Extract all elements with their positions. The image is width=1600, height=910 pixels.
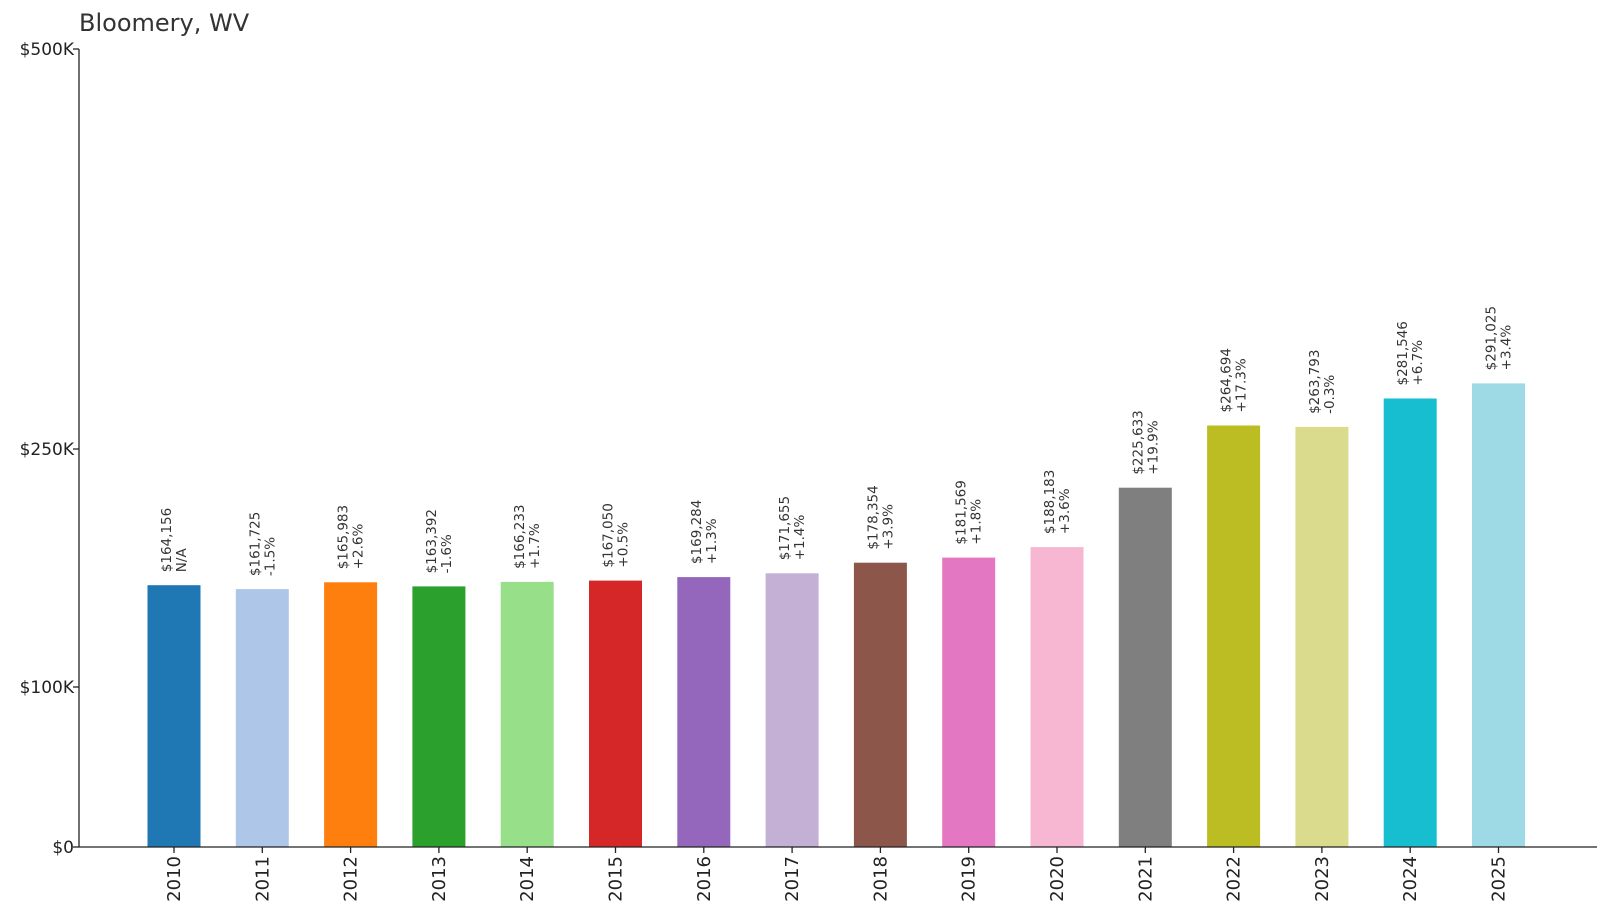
- x-tick-label: 2016: [694, 856, 715, 902]
- x-tick-label: 2024: [1400, 856, 1421, 902]
- data-label: $264,694+17.3%: [1219, 348, 1250, 412]
- data-label-value: $188,183: [1042, 470, 1058, 534]
- data-label: $165,983+2.6%: [336, 505, 367, 569]
- y-tick-label: $100K: [20, 678, 75, 698]
- data-label-change: -0.3%: [1322, 375, 1338, 414]
- x-tick-label: 2017: [782, 856, 803, 902]
- x-tick-label: 2012: [341, 856, 362, 902]
- x-tick-label: 2014: [517, 856, 538, 902]
- data-label: $169,284+1.3%: [689, 500, 720, 564]
- x-tick-label: 2010: [164, 856, 185, 902]
- data-label: $188,183+3.6%: [1042, 470, 1073, 534]
- data-label: $163,392-1.6%: [424, 509, 455, 573]
- data-label-change: +2.6%: [351, 524, 367, 570]
- data-label-value: $171,655: [777, 496, 793, 560]
- x-tick-label: 2021: [1135, 856, 1156, 902]
- bar: [500, 581, 554, 847]
- bar: [235, 589, 289, 847]
- data-label: $225,633+19.9%: [1130, 410, 1161, 474]
- bar: [1030, 547, 1084, 847]
- x-tick-label: 2011: [252, 856, 273, 902]
- x-tick-label: 2023: [1312, 856, 1333, 902]
- data-label: $181,569+1.8%: [954, 480, 985, 544]
- bar: [853, 562, 907, 847]
- data-label: $171,655+1.4%: [777, 496, 808, 560]
- bar: [324, 582, 378, 847]
- data-label-value: $264,694: [1219, 348, 1235, 412]
- data-label-change: N/A: [174, 548, 190, 573]
- data-label: $263,793-0.3%: [1307, 350, 1338, 414]
- x-tick-label: 2019: [959, 856, 980, 902]
- data-label-value: $165,983: [336, 505, 352, 569]
- bar: [1383, 398, 1437, 847]
- bar: [1295, 426, 1349, 847]
- bar: [1207, 425, 1261, 847]
- data-label-change: +1.3%: [704, 518, 720, 564]
- y-axis: $0 $100K $250K $500K: [20, 40, 80, 858]
- bar: [412, 586, 466, 847]
- y-tick-label: $250K: [20, 440, 75, 460]
- data-label-change: +17.3%: [1234, 358, 1250, 412]
- data-label-change: -1.6%: [439, 534, 455, 573]
- bar: [677, 577, 731, 847]
- data-label-change: +6.7%: [1410, 340, 1426, 386]
- data-label-change: +1.4%: [792, 515, 808, 561]
- x-tick-label: 2013: [429, 856, 450, 902]
- bar: [147, 585, 201, 847]
- x-tick-label: 2020: [1047, 856, 1068, 902]
- data-label-value: $263,793: [1307, 350, 1323, 414]
- data-label: $178,354+3.9%: [865, 485, 896, 549]
- bars-group: [147, 383, 1525, 847]
- x-tick-label: 2015: [606, 856, 627, 902]
- y-tick-label: $500K: [20, 40, 75, 60]
- data-label-change: -1.5%: [262, 537, 278, 576]
- data-label-value: $166,233: [512, 504, 528, 568]
- data-label: $281,546+6.7%: [1395, 321, 1426, 385]
- bar: [1472, 383, 1525, 847]
- bar: [942, 557, 996, 847]
- data-label-value: $161,725: [247, 512, 263, 576]
- bar: [765, 573, 819, 847]
- data-label: $164,156N/A: [159, 508, 190, 572]
- data-label-change: +3.4%: [1499, 325, 1515, 371]
- data-labels-group: $164,156N/A $161,725-1.5% $165,983+2.6% $16…: [159, 306, 1515, 576]
- data-label-value: $281,546: [1395, 321, 1411, 385]
- data-label-change: +0.5%: [616, 522, 632, 568]
- data-label-value: $178,354: [865, 485, 881, 549]
- x-tick-label: 2018: [870, 856, 891, 902]
- bar: [589, 580, 642, 847]
- data-label-value: $169,284: [689, 500, 705, 564]
- bar: [1118, 487, 1172, 847]
- chart-title: Bloomery, WV: [79, 9, 250, 37]
- data-label-change: +1.7%: [527, 523, 543, 569]
- data-label-value: $291,025: [1484, 306, 1500, 370]
- data-label-value: $164,156: [159, 508, 175, 572]
- data-label: $167,050+0.5%: [601, 503, 632, 567]
- data-label-value: $167,050: [601, 503, 617, 567]
- x-tick-label: 2025: [1489, 856, 1510, 902]
- data-label: $291,025+3.4%: [1484, 306, 1515, 370]
- data-label-change: +3.6%: [1057, 488, 1073, 534]
- data-label-value: $225,633: [1130, 410, 1146, 474]
- data-label-value: $181,569: [954, 480, 970, 544]
- y-tick-label: $0: [52, 838, 74, 858]
- data-label-change: +19.9%: [1145, 420, 1161, 474]
- x-tick-label: 2022: [1224, 856, 1245, 902]
- x-axis: 2010 2011 2012 2013 2014 2015 2016 2017 2018 2019…: [79, 846, 1597, 902]
- data-label-change: +3.9%: [880, 504, 896, 550]
- data-label-value: $163,392: [424, 509, 440, 573]
- data-label: $166,233+1.7%: [512, 504, 543, 568]
- data-label: $161,725-1.5%: [247, 512, 278, 576]
- data-label-change: +1.8%: [969, 499, 985, 545]
